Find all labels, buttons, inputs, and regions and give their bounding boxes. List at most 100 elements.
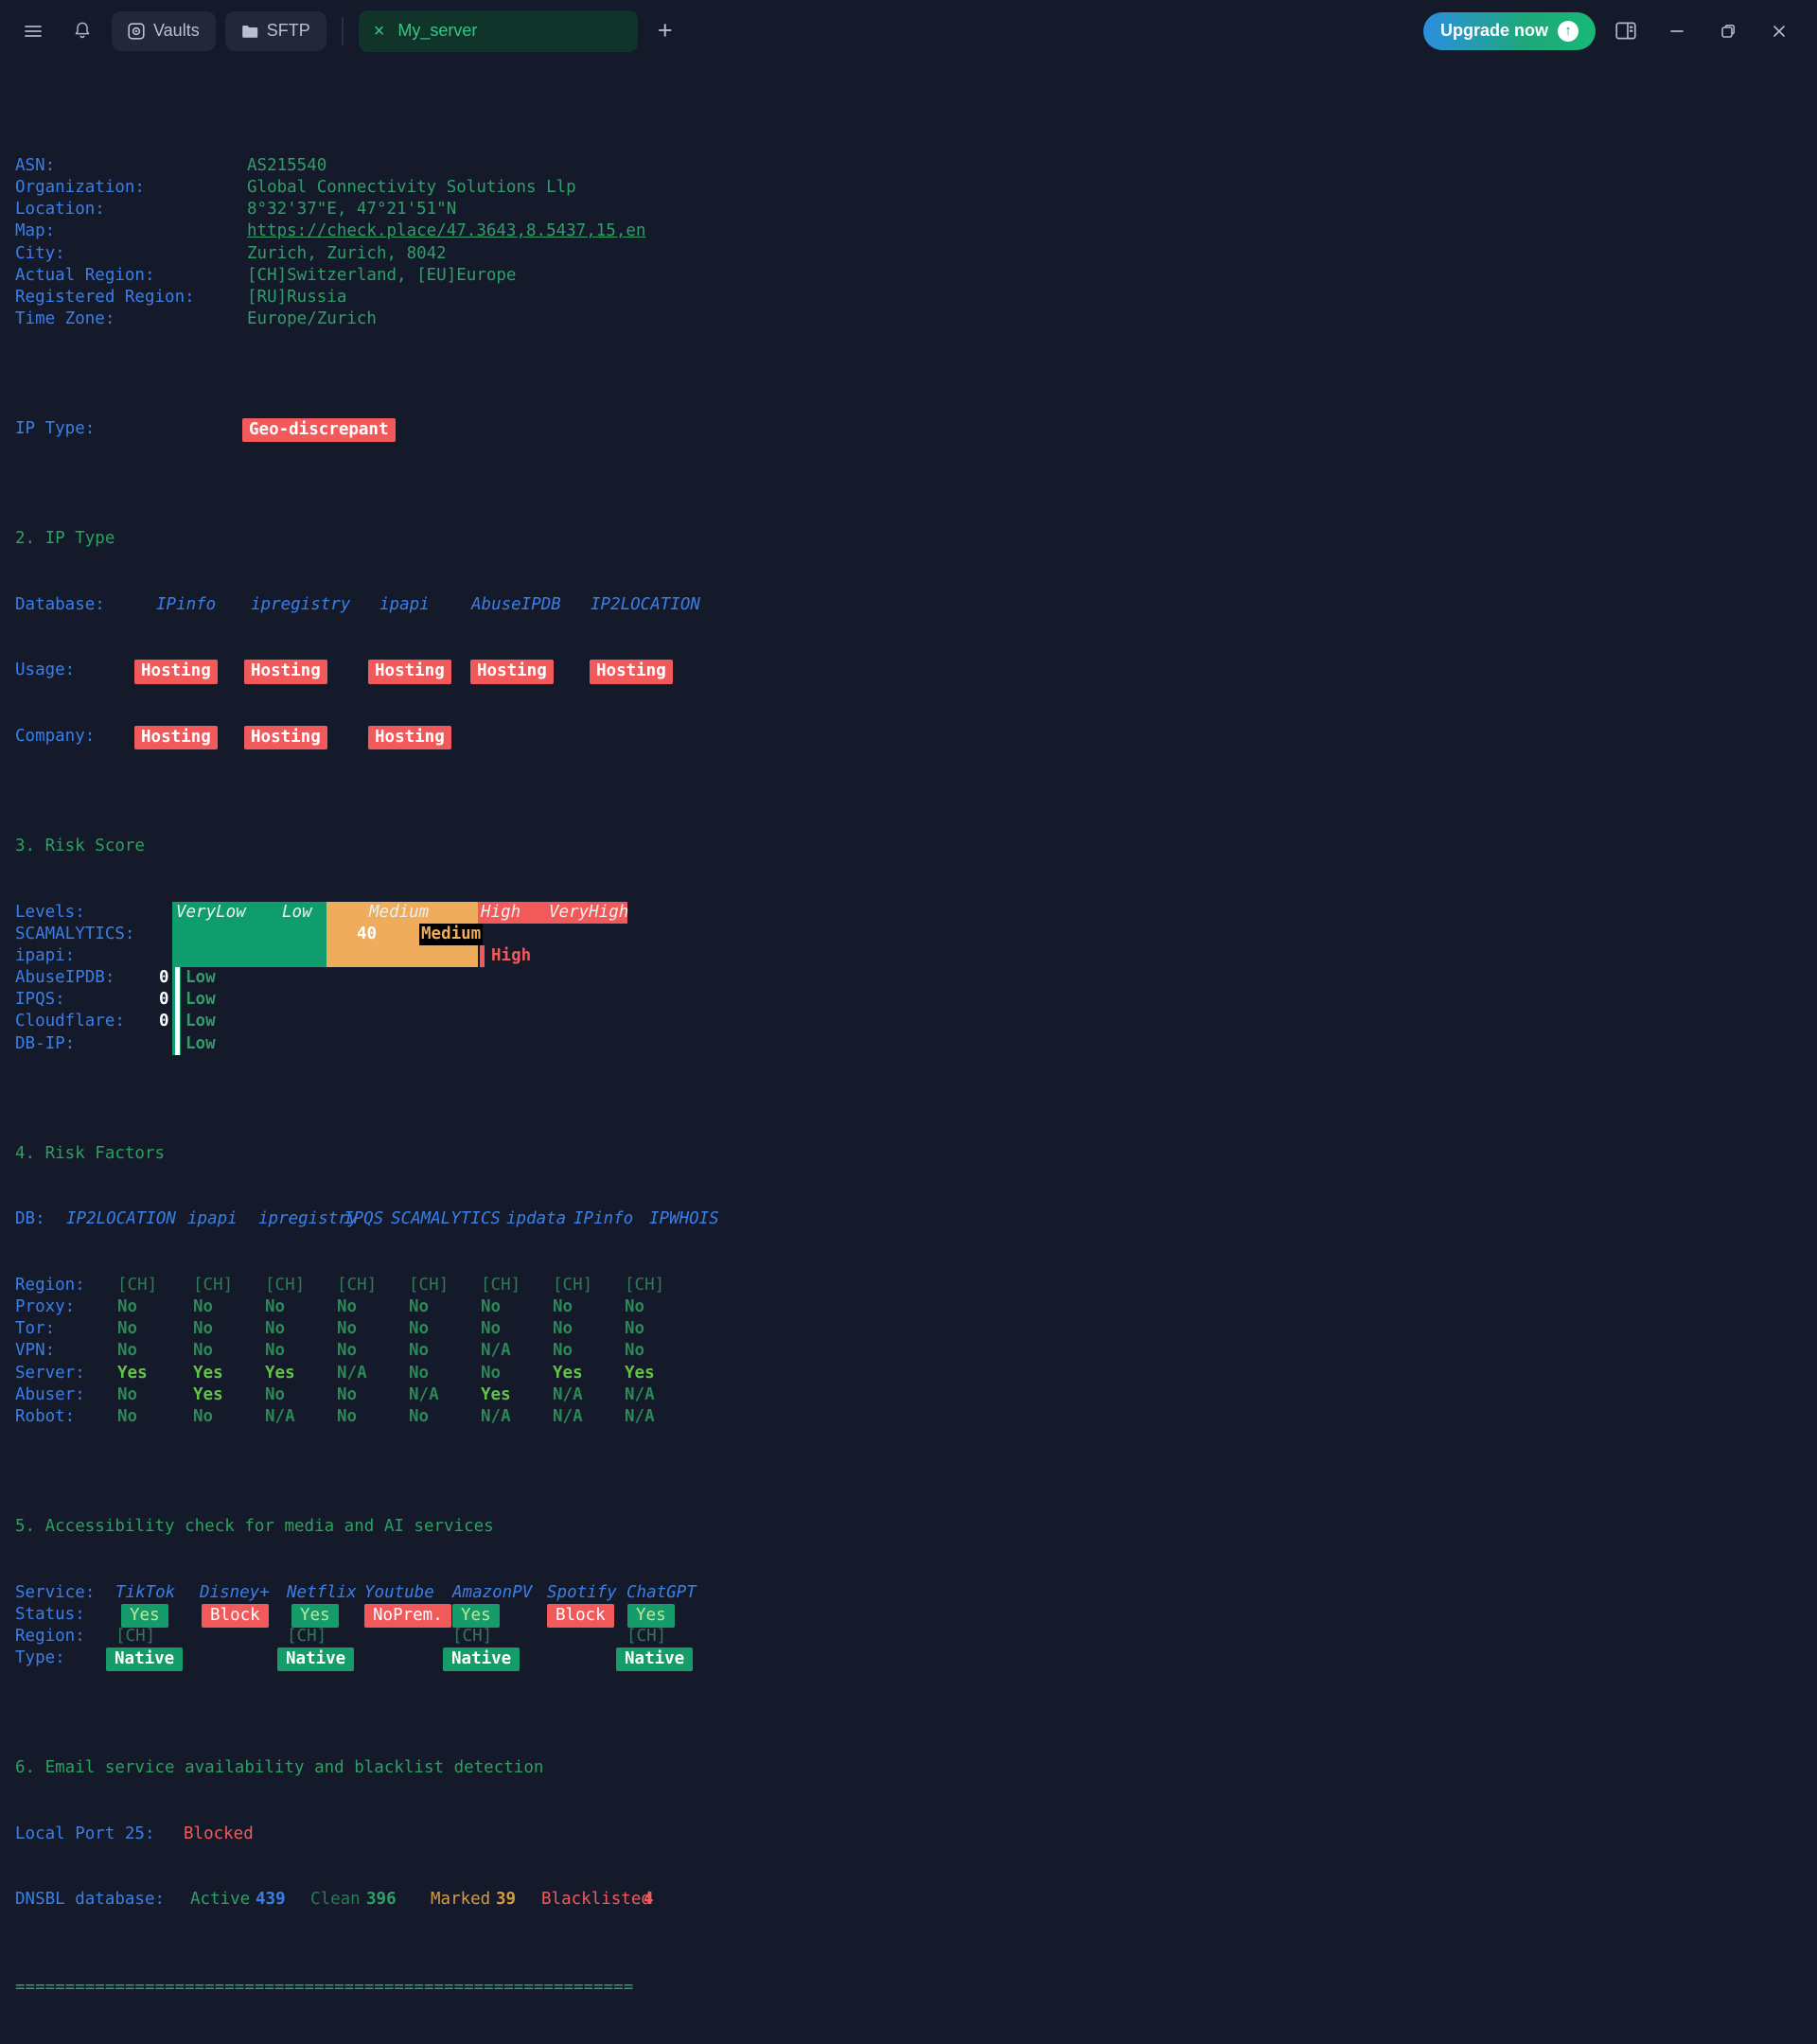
section-4-title: 4. Risk Factors: [8, 1143, 1817, 1165]
usage-label: Usage:: [15, 660, 75, 681]
folder-icon: [241, 24, 258, 39]
risk-factor-value: N/A: [553, 1384, 583, 1406]
usage-badge: Hosting: [244, 660, 327, 683]
risk-factor-row: Region:[CH][CH][CH][CH][CH][CH][CH][CH]: [8, 1275, 1817, 1296]
info-row: Organization:Global Connectivity Solutio…: [8, 177, 1817, 199]
maximize-button[interactable]: [1707, 10, 1749, 52]
risk-factor-value: Yes: [193, 1363, 223, 1384]
risk-score-value: 40: [357, 924, 377, 945]
risk-factor-value: No: [409, 1406, 429, 1428]
risk-factor-label: Robot:: [15, 1406, 75, 1428]
service-name: Netflix: [287, 1582, 357, 1604]
sftp-button[interactable]: SFTP: [225, 11, 326, 51]
window-titlebar: Vaults SFTP × My_server + Upgrade now ↑: [0, 0, 1817, 62]
vaults-label: Vaults: [153, 21, 200, 41]
risk-source-label: AbuseIPDB:: [15, 967, 115, 989]
close-window-button[interactable]: [1758, 10, 1800, 52]
risk-factor-value: Yes: [117, 1363, 148, 1384]
info-row: Location:8°32'37"E, 47°21'51"N: [8, 199, 1817, 220]
vaults-button[interactable]: Vaults: [112, 11, 216, 51]
company-label: Company:: [15, 726, 95, 748]
new-tab-button[interactable]: +: [647, 13, 683, 49]
dnsbl-clean-value: 396: [366, 1889, 397, 1911]
risk-verdict: Low: [184, 989, 218, 1011]
section-6-title: 6. Email service availability and blackl…: [8, 1757, 1817, 1779]
risk-score-value: 0: [159, 989, 169, 1011]
titlebar-divider: [342, 17, 344, 45]
separator-line: ========================================…: [8, 1977, 1817, 1999]
upgrade-now-button[interactable]: Upgrade now ↑: [1423, 12, 1596, 50]
info-label: Actual Region:: [15, 265, 155, 287]
risk-source-label: SCAMALYTICS:: [15, 924, 134, 945]
info-value: AS215540: [247, 155, 326, 177]
db-name: IP2LOCATION: [591, 594, 700, 616]
info-row: Time Zone:Europe/Zurich: [8, 308, 1817, 330]
vault-icon: [128, 23, 145, 40]
info-value: Zurich, Zurich, 8042: [247, 243, 447, 265]
hamburger-menu-icon[interactable]: [13, 11, 53, 51]
usage-badge: Hosting: [368, 660, 451, 683]
upgrade-label: Upgrade now: [1440, 21, 1548, 41]
info-value: [CH]Switzerland, [EU]Europe: [247, 265, 516, 287]
risk-verdict: High: [489, 945, 533, 967]
db-name: AbuseIPDB: [471, 594, 561, 616]
risk-factor-value: No: [409, 1363, 429, 1384]
risk-level-label: Low: [282, 902, 312, 924]
service-label: Service:: [15, 1582, 95, 1604]
info-row: Actual Region: [CH]Switzerland, [EU]Europ…: [8, 265, 1817, 287]
risk-factor-value: N/A: [625, 1406, 655, 1428]
map-link[interactable]: https://check.place/47.3643,8.5437,15,en: [247, 220, 645, 242]
type-label: Type:: [15, 1648, 65, 1669]
service-status-badge: NoPrem.: [364, 1604, 451, 1628]
split-panel-icon[interactable]: [1605, 10, 1647, 52]
service-region: [CH]: [452, 1626, 492, 1648]
risk-score-row: ipapi:3.52%High: [8, 945, 1817, 967]
info-value: Global Connectivity Solutions Llp: [247, 177, 576, 199]
risk-factor-label: VPN:: [15, 1340, 55, 1362]
info-row: Map:https://check.place/47.3643,8.5437,1…: [8, 220, 1817, 242]
section-5-title: 5. Accessibility check for media and AI …: [8, 1516, 1817, 1538]
terminal-tab-my-server[interactable]: × My_server: [359, 10, 638, 52]
arrow-up-icon: ↑: [1558, 21, 1579, 42]
risk-factor-value: No: [625, 1318, 644, 1340]
info-label: ASN:: [15, 155, 55, 177]
risk-factor-value: N/A: [481, 1340, 511, 1362]
service-type-badge: Native: [106, 1648, 183, 1671]
risk-factor-label: Server:: [15, 1363, 85, 1384]
risk-factor-value: No: [481, 1318, 501, 1340]
ip-type-label: IP Type:: [15, 418, 95, 440]
tab-label: My_server: [397, 21, 477, 41]
section-2-title: 2. IP Type: [8, 528, 1817, 550]
risk-factor-value: No: [337, 1406, 357, 1428]
company-badge: Hosting: [368, 726, 451, 749]
service-status-badge: Block: [202, 1604, 269, 1628]
info-row: ASN: AS215540: [8, 155, 1817, 177]
notification-bell-icon[interactable]: [62, 11, 102, 51]
close-icon[interactable]: ×: [374, 22, 385, 41]
risk-bar-segment: [172, 945, 326, 967]
service-name: ChatGPT: [626, 1582, 697, 1604]
service-type-badge: Native: [443, 1648, 520, 1671]
risk-factor-value: No: [409, 1296, 429, 1318]
risk-source-label: ipapi:: [15, 945, 75, 967]
minimize-button[interactable]: [1656, 10, 1698, 52]
risk-factor-value: [CH]: [625, 1275, 664, 1296]
risk-factor-value: No: [117, 1406, 137, 1428]
risk-factor-value: No: [193, 1318, 213, 1340]
risk-factor-value: No: [625, 1296, 644, 1318]
info-value: [RU]Russia: [247, 287, 346, 308]
risk-factor-db-name: SCAMALYTICS: [391, 1208, 501, 1230]
risk-factor-db-name: IP2LOCATION: [66, 1208, 176, 1230]
risk-factor-value: No: [193, 1296, 213, 1318]
risk-marker: [175, 967, 180, 989]
risk-factor-value: [CH]: [553, 1275, 592, 1296]
company-badge: Hosting: [244, 726, 327, 749]
info-label: City:: [15, 243, 65, 265]
